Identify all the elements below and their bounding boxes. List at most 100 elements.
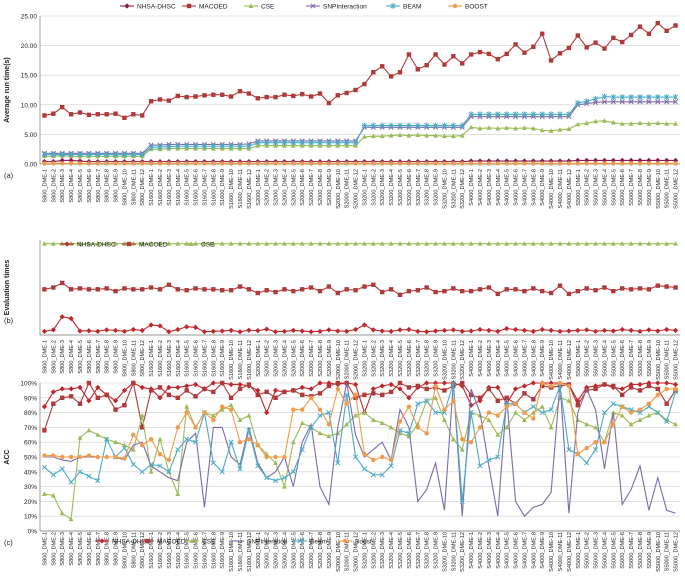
x-tick-label: S1600_DME-5	[185, 169, 191, 206]
data-point	[495, 454, 501, 460]
x-tick-label: S1600_DME-5	[185, 340, 191, 377]
y-tick-label: 20.00	[21, 43, 38, 50]
data-point	[406, 385, 412, 390]
x-tick-label: S800_DME-2	[51, 169, 57, 203]
x-tick-label: S5000_DME-5	[611, 532, 617, 569]
data-point	[655, 392, 660, 398]
data-point	[202, 161, 207, 166]
panel-label: (b)	[4, 316, 14, 325]
x-tick-label: S5000_DME-10	[656, 169, 662, 209]
data-point	[273, 460, 278, 465]
data-point	[406, 395, 412, 401]
data-point	[637, 328, 643, 334]
x-tick-label: S5000_DME-10	[656, 532, 662, 572]
x-tick-label: S5000_DME-9	[647, 169, 653, 206]
data-point	[459, 328, 465, 334]
x-tick-label: S2000_DME-6	[300, 340, 306, 377]
data-point	[531, 44, 536, 49]
data-point	[584, 241, 590, 246]
data-point	[415, 122, 421, 129]
data-point	[326, 327, 332, 333]
data-point	[157, 161, 163, 166]
data-point	[264, 139, 270, 146]
legend-label: BOOST	[465, 4, 488, 11]
data-point	[201, 329, 208, 335]
data-point	[246, 91, 252, 96]
data-point	[184, 404, 190, 409]
data-point	[104, 436, 110, 442]
data-point	[139, 241, 145, 246]
x-tick-label: S3200_DME-3	[380, 532, 386, 569]
data-point	[317, 413, 323, 419]
data-point	[424, 62, 429, 68]
data-point	[477, 111, 483, 118]
data-point	[646, 327, 652, 333]
data-point	[353, 412, 358, 418]
data-point	[237, 381, 243, 388]
data-point	[166, 469, 172, 475]
data-point	[59, 151, 65, 158]
data-point	[646, 121, 652, 126]
data-point	[397, 386, 403, 392]
data-point	[379, 241, 385, 246]
data-point	[362, 284, 367, 289]
data-point	[477, 395, 483, 400]
x-tick-label: S800_DME-9	[114, 532, 120, 566]
data-point	[95, 241, 101, 246]
data-point	[468, 440, 474, 445]
data-point	[68, 454, 74, 460]
x-tick-label: S3200_DME-5	[398, 340, 404, 377]
data-point	[344, 139, 350, 146]
data-point	[299, 447, 305, 453]
data-point	[291, 388, 296, 393]
data-point	[512, 386, 519, 392]
data-point	[104, 286, 109, 291]
data-point	[486, 386, 492, 392]
chart-panel-1: 0.00 5.00 10.00 15.00 20.00 25.00 Average run …	[4, 3, 680, 209]
legend-marker	[342, 538, 348, 544]
x-tick-label: S3200_DME-6	[407, 532, 413, 569]
x-tick-label: S800_DME-12	[140, 169, 146, 206]
data-point	[655, 120, 661, 126]
data-point	[468, 111, 474, 118]
x-tick-label: S5000_DME-6	[620, 532, 626, 569]
data-point	[593, 96, 599, 102]
data-point	[228, 381, 234, 388]
data-point	[211, 92, 216, 97]
data-point	[335, 241, 341, 246]
data-point	[121, 445, 127, 451]
data-point	[495, 398, 500, 403]
x-tick-label: S1600_DME-10	[229, 340, 235, 380]
x-tick-label: S4000_DME-9	[540, 532, 546, 569]
data-point	[433, 122, 439, 129]
data-point	[210, 412, 216, 418]
data-point	[557, 328, 563, 334]
y-tick-label: 10%	[24, 514, 37, 521]
data-point	[450, 327, 456, 333]
x-tick-label: S5000_DME-8	[638, 532, 644, 569]
data-point	[673, 421, 678, 427]
data-point	[121, 387, 128, 394]
data-point	[388, 463, 394, 469]
data-point	[557, 283, 563, 288]
data-point	[148, 322, 154, 328]
data-point	[442, 417, 447, 422]
data-point	[272, 329, 279, 335]
data-point	[300, 287, 305, 292]
data-point	[610, 409, 616, 415]
data-point	[175, 326, 181, 333]
data-point	[673, 285, 678, 290]
data-point	[148, 388, 154, 393]
x-tick-label: S2000_DME-10	[336, 169, 342, 209]
data-point	[513, 401, 518, 406]
x-tick-label: S2000_DME-5	[291, 532, 297, 569]
data-point	[290, 469, 296, 475]
data-point	[593, 161, 598, 166]
x-tick-label: S2000_DME-4	[282, 532, 288, 569]
data-point	[113, 161, 118, 166]
data-point	[495, 125, 501, 131]
data-point	[86, 453, 92, 458]
data-point	[220, 161, 225, 166]
data-point	[531, 286, 536, 291]
data-point	[557, 111, 563, 118]
